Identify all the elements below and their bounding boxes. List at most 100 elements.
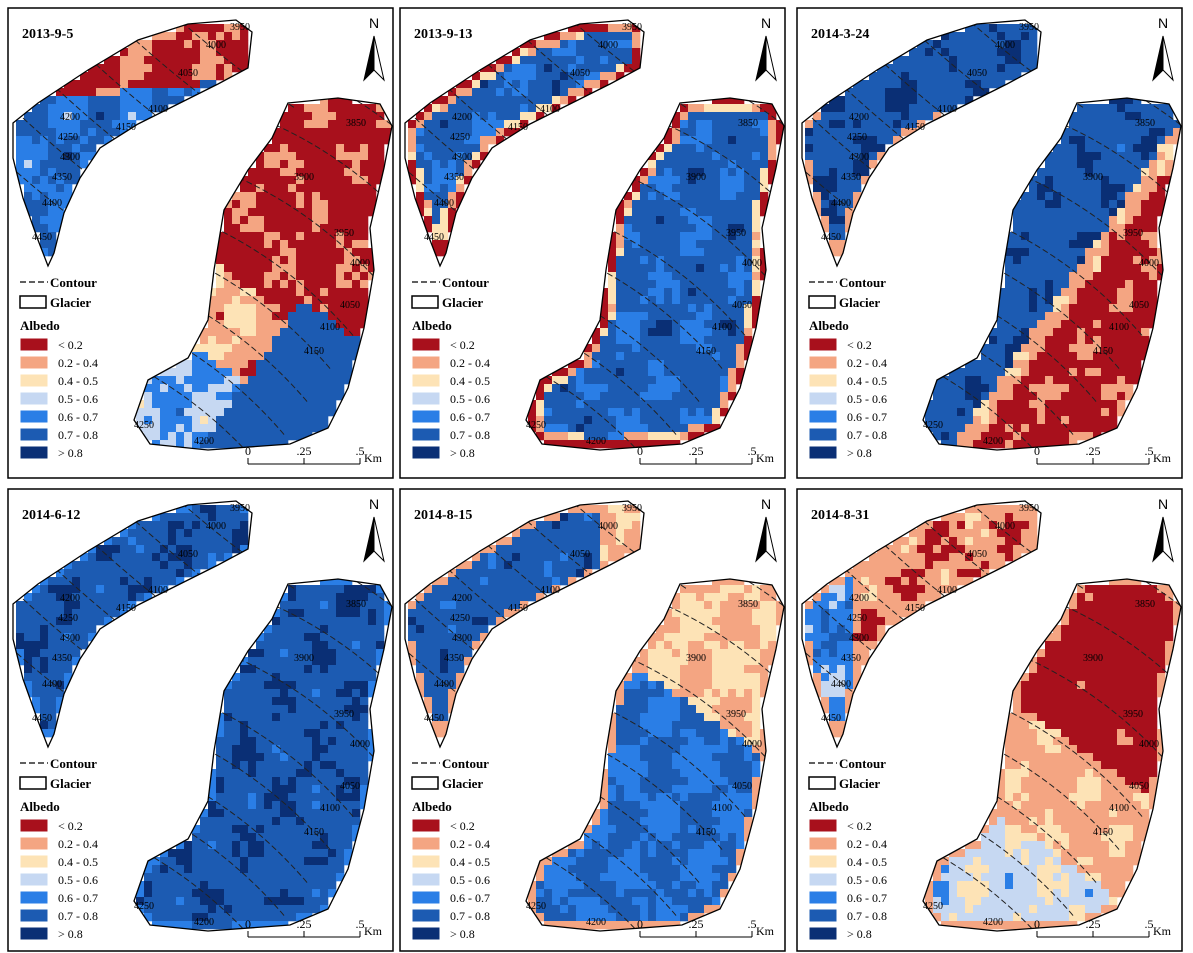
legend-glacier: Glacier (50, 295, 91, 310)
albedo-cell (96, 104, 104, 112)
albedo-cell (328, 264, 336, 272)
albedo-cell (280, 408, 288, 416)
albedo-cell (224, 248, 232, 256)
albedo-cell (104, 88, 112, 96)
albedo-cell (224, 288, 232, 296)
albedo-cell (184, 416, 192, 424)
contour-label: 3950 (334, 228, 354, 239)
albedo-cell (376, 136, 384, 144)
albedo-cell (248, 200, 256, 208)
albedo-cell (296, 152, 304, 160)
albedo-cell (336, 368, 344, 376)
albedo-cell (312, 272, 320, 280)
albedo-cell (296, 144, 304, 152)
albedo-cell (176, 408, 184, 416)
albedo-cell (176, 376, 184, 384)
albedo-cell (136, 80, 144, 88)
contour-label: 3850 (346, 118, 366, 129)
albedo-cell (184, 408, 192, 416)
contour-label: 4050 (340, 300, 360, 311)
albedo-cell (376, 144, 384, 152)
albedo-cell (152, 72, 160, 80)
albedo-cell (312, 392, 320, 400)
albedo-cell (104, 112, 112, 120)
albedo-cell (280, 304, 288, 312)
albedo-cell (344, 288, 352, 296)
albedo-cell (344, 152, 352, 160)
albedo-cell (176, 416, 184, 424)
albedo-cell (248, 272, 256, 280)
albedo-cell (80, 152, 88, 160)
albedo-cell (328, 144, 336, 152)
albedo-cell (264, 408, 272, 416)
albedo-cell (288, 392, 296, 400)
albedo-cell (336, 208, 344, 216)
albedo-cell (264, 336, 272, 344)
albedo-cell (80, 88, 88, 96)
legend-contour: Contour (50, 275, 97, 290)
albedo-cell (288, 360, 296, 368)
albedo-cell (256, 272, 264, 280)
albedo-cell (224, 312, 232, 320)
albedo-cell (296, 408, 304, 416)
albedo-cell (248, 256, 256, 264)
albedo-cell (240, 240, 248, 248)
albedo-cell (88, 136, 96, 144)
albedo-cell (200, 24, 208, 32)
albedo-cell (288, 424, 296, 432)
albedo-cell (352, 272, 360, 280)
albedo-cell (344, 360, 352, 368)
albedo-cell (136, 48, 144, 56)
albedo-cell (224, 216, 232, 224)
albedo-cell (344, 312, 352, 320)
albedo-cell (248, 336, 256, 344)
albedo-cell (224, 408, 232, 416)
albedo-cell (352, 160, 360, 168)
albedo-cell (360, 224, 368, 232)
albedo-cell (144, 400, 152, 408)
albedo-cell (304, 320, 312, 328)
albedo-cell (112, 88, 120, 96)
albedo-cell (216, 408, 224, 416)
albedo-cell (240, 200, 248, 208)
albedo-cell (192, 80, 200, 88)
albedo-cell (96, 80, 104, 88)
albedo-cell (352, 240, 360, 248)
albedo-cell (288, 240, 296, 248)
albedo-cell (216, 432, 224, 440)
albedo-cell (280, 136, 288, 144)
albedo-cell (368, 168, 376, 176)
albedo-cell (248, 320, 256, 328)
albedo-cell (224, 344, 232, 352)
albedo-cell (272, 408, 280, 416)
albedo-cell (240, 280, 248, 288)
albedo-cell (248, 368, 256, 376)
albedo-cell (296, 112, 304, 120)
albedo-cell (304, 160, 312, 168)
contour-label: 4200 (194, 436, 214, 447)
albedo-cell (48, 128, 56, 136)
albedo-cell (296, 400, 304, 408)
albedo-cell (240, 352, 248, 360)
albedo-cell (320, 312, 328, 320)
albedo-cell (312, 240, 320, 248)
albedo-cell (264, 272, 272, 280)
albedo-cell (216, 288, 224, 296)
albedo-cell (312, 384, 320, 392)
albedo-cell (168, 32, 176, 40)
contour-label: 4200 (60, 112, 80, 123)
albedo-cell (200, 72, 208, 80)
albedo-cell (312, 152, 320, 160)
albedo-cell (320, 120, 328, 128)
albedo-cell (232, 312, 240, 320)
albedo-cell (24, 192, 32, 200)
albedo-cell (280, 232, 288, 240)
albedo-cell (256, 216, 264, 224)
albedo-cell (288, 136, 296, 144)
albedo-cell (288, 232, 296, 240)
contour-label: 4100 (148, 104, 168, 115)
albedo-cell (232, 368, 240, 376)
albedo-cell (264, 200, 272, 208)
albedo-cell (288, 144, 296, 152)
albedo-cell (320, 184, 328, 192)
